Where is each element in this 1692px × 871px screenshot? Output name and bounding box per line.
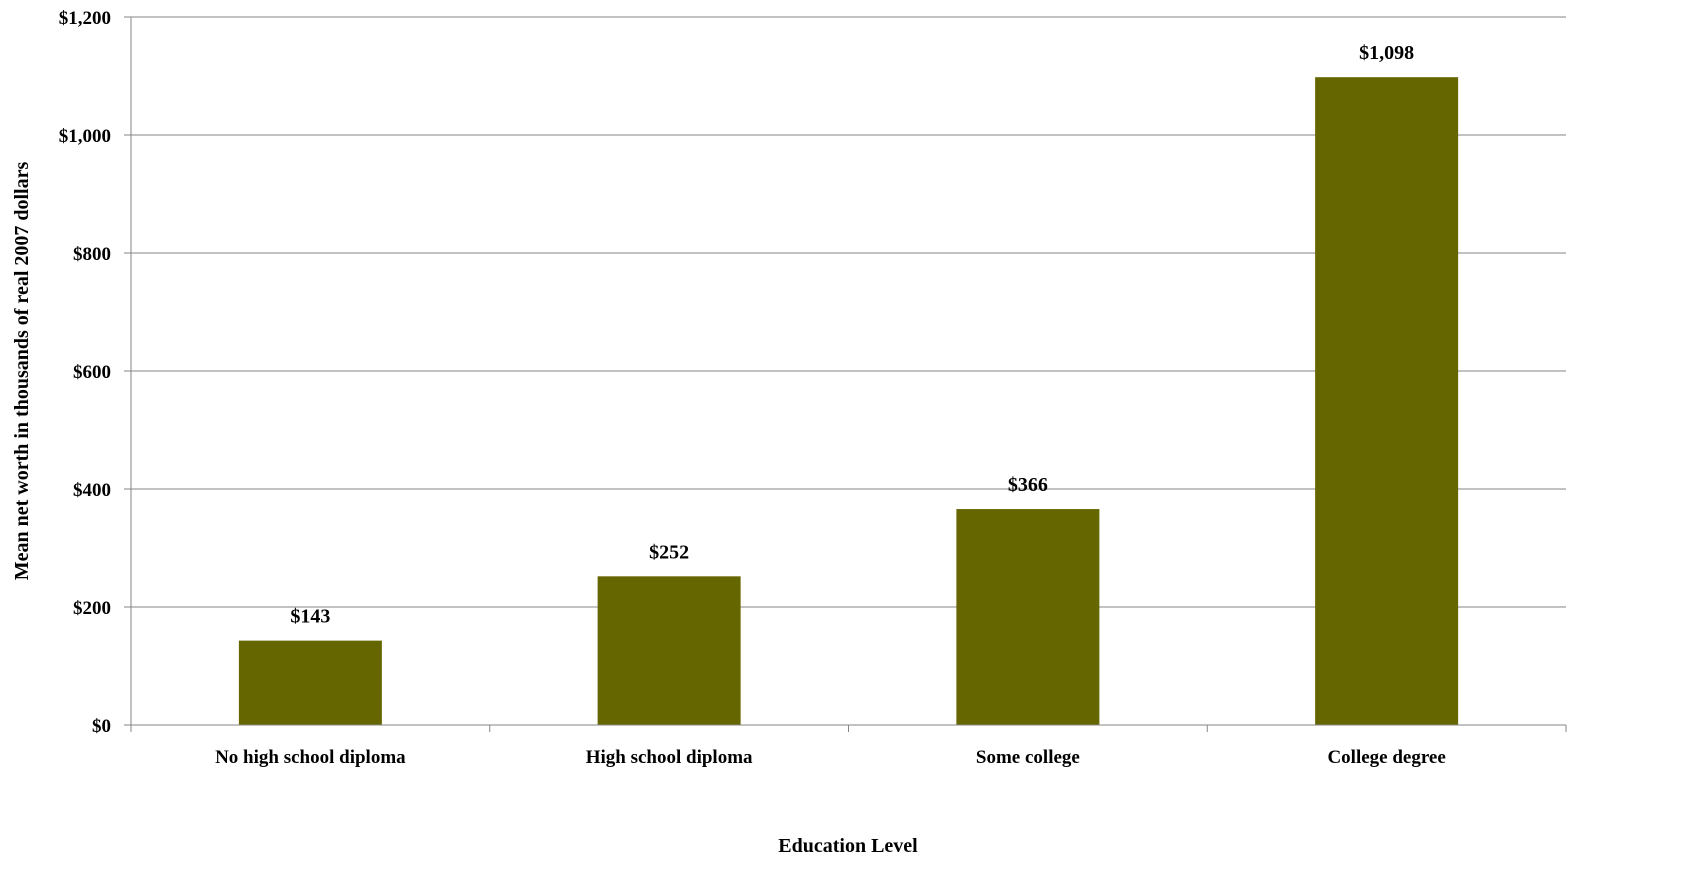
bar (956, 509, 1100, 725)
data-labels: $143 $252 $366 $1,098 (290, 42, 1414, 627)
x-tick-label: High school diploma (586, 747, 753, 768)
bar (1315, 77, 1459, 726)
data-label: $143 (290, 606, 330, 628)
y-tick-label: $600 (73, 362, 111, 383)
x-axis-title: Education Level (778, 835, 918, 857)
x-tick-label: No high school diploma (215, 747, 406, 768)
x-tick-label: Some college (976, 747, 1080, 768)
y-tick-label: $800 (73, 244, 111, 265)
axes (124, 16, 1567, 732)
y-axis-title: Mean net worth in thousands of real 2007… (11, 162, 33, 581)
bars (238, 77, 1459, 726)
y-tick-label: $400 (73, 480, 111, 501)
y-tick-label: $200 (73, 598, 111, 619)
y-tick-label: $0 (92, 716, 111, 737)
y-tick-label: $1,000 (59, 126, 111, 147)
y-tick-label: $1,200 (59, 8, 111, 29)
x-tick-labels: No high school diploma High school diplom… (215, 747, 1446, 768)
bar (597, 576, 741, 725)
bar (238, 640, 382, 725)
data-label: $366 (1008, 474, 1048, 496)
x-tick-label: College degree (1327, 747, 1445, 768)
y-tick-labels: $0 $200 $400 $600 $800 $1,000 $1,200 (59, 8, 111, 737)
data-label: $1,098 (1359, 42, 1414, 64)
data-label: $252 (649, 541, 689, 563)
